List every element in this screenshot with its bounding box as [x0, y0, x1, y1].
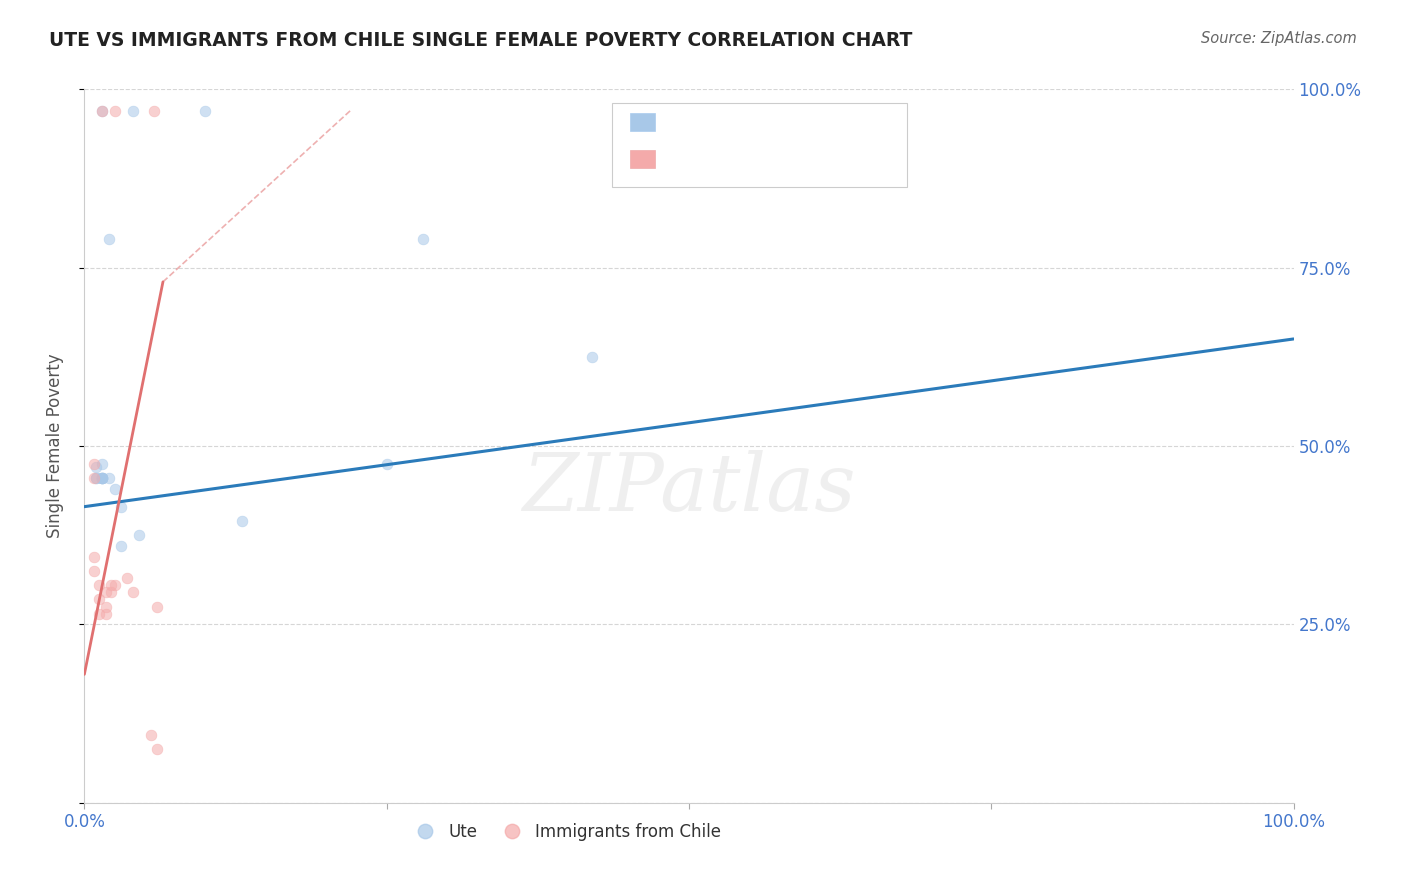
Point	[581, 350, 603, 364]
Point	[100, 578, 122, 592]
Point	[91, 103, 114, 118]
Point	[83, 471, 105, 485]
Point	[104, 482, 127, 496]
Legend: Ute, Immigrants from Chile: Ute, Immigrants from Chile	[408, 816, 728, 848]
Text: R = 0.325   N = 22: R = 0.325 N = 22	[664, 113, 834, 131]
Point	[121, 585, 143, 599]
Point	[110, 500, 132, 514]
Point	[194, 103, 217, 118]
Point	[97, 232, 120, 246]
Point	[115, 571, 138, 585]
Point	[83, 564, 105, 578]
Point	[91, 471, 114, 485]
Point	[87, 592, 110, 607]
Point	[139, 728, 162, 742]
Point	[91, 471, 114, 485]
Point	[104, 578, 127, 592]
Point	[97, 471, 120, 485]
Text: ZIPatlas: ZIPatlas	[522, 450, 856, 527]
Point	[86, 471, 108, 485]
Point	[412, 232, 434, 246]
Point	[100, 585, 122, 599]
Text: R = 0.452   N = 21: R = 0.452 N = 21	[664, 150, 834, 168]
Point	[83, 549, 105, 564]
Y-axis label: Single Female Poverty: Single Female Poverty	[45, 354, 63, 538]
Point	[91, 471, 114, 485]
Point	[121, 103, 143, 118]
Point	[146, 742, 169, 756]
Point	[128, 528, 150, 542]
Point	[91, 471, 114, 485]
Point	[231, 514, 253, 528]
Text: Source: ZipAtlas.com: Source: ZipAtlas.com	[1201, 31, 1357, 46]
Point	[91, 457, 114, 471]
Point	[110, 539, 132, 553]
Point	[94, 599, 117, 614]
Point	[86, 460, 108, 475]
Text: UTE VS IMMIGRANTS FROM CHILE SINGLE FEMALE POVERTY CORRELATION CHART: UTE VS IMMIGRANTS FROM CHILE SINGLE FEMA…	[49, 31, 912, 50]
Point	[146, 599, 169, 614]
Point	[87, 607, 110, 621]
Point	[104, 103, 127, 118]
Point	[375, 457, 398, 471]
Point	[91, 103, 114, 118]
Point	[143, 103, 166, 118]
Point	[94, 607, 117, 621]
Point	[94, 585, 117, 599]
Point	[91, 471, 114, 485]
Point	[87, 578, 110, 592]
Point	[83, 457, 105, 471]
Point	[86, 471, 108, 485]
